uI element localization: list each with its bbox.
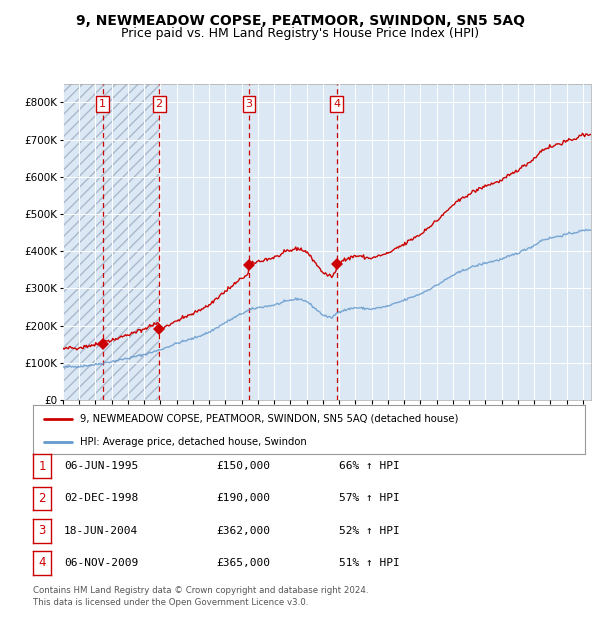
Text: Contains HM Land Registry data © Crown copyright and database right 2024.
This d: Contains HM Land Registry data © Crown c…: [33, 586, 368, 607]
Text: 4: 4: [38, 557, 46, 569]
Text: 1: 1: [38, 460, 46, 472]
Text: 06-NOV-2009: 06-NOV-2009: [64, 558, 139, 568]
Text: Price paid vs. HM Land Registry's House Price Index (HPI): Price paid vs. HM Land Registry's House …: [121, 27, 479, 40]
Text: 06-JUN-1995: 06-JUN-1995: [64, 461, 139, 471]
Text: 3: 3: [38, 525, 46, 537]
Text: 3: 3: [245, 99, 253, 109]
Text: 9, NEWMEADOW COPSE, PEATMOOR, SWINDON, SN5 5AQ (detached house): 9, NEWMEADOW COPSE, PEATMOOR, SWINDON, S…: [80, 414, 458, 423]
Text: 52% ↑ HPI: 52% ↑ HPI: [339, 526, 400, 536]
Text: £362,000: £362,000: [216, 526, 270, 536]
Text: 66% ↑ HPI: 66% ↑ HPI: [339, 461, 400, 471]
Text: 02-DEC-1998: 02-DEC-1998: [64, 494, 139, 503]
Text: 1: 1: [99, 99, 106, 109]
Text: £190,000: £190,000: [216, 494, 270, 503]
Text: 9, NEWMEADOW COPSE, PEATMOOR, SWINDON, SN5 5AQ: 9, NEWMEADOW COPSE, PEATMOOR, SWINDON, S…: [76, 14, 524, 28]
Text: 51% ↑ HPI: 51% ↑ HPI: [339, 558, 400, 568]
Text: 2: 2: [38, 492, 46, 505]
Text: £365,000: £365,000: [216, 558, 270, 568]
Text: 2: 2: [155, 99, 163, 109]
Text: HPI: Average price, detached house, Swindon: HPI: Average price, detached house, Swin…: [80, 436, 307, 447]
Text: £150,000: £150,000: [216, 461, 270, 471]
Text: 57% ↑ HPI: 57% ↑ HPI: [339, 494, 400, 503]
Text: 18-JUN-2004: 18-JUN-2004: [64, 526, 139, 536]
Text: 4: 4: [333, 99, 340, 109]
